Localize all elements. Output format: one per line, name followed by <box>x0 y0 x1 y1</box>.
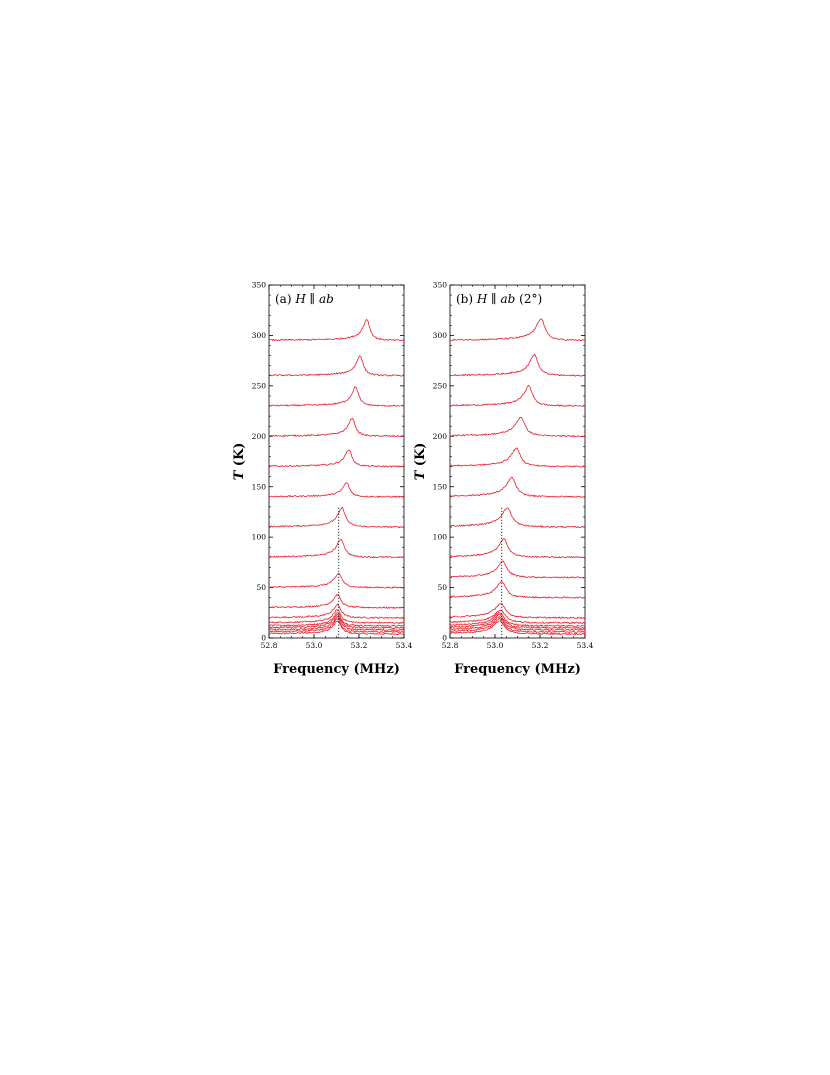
panel-b-ytick-label: 150 <box>433 482 448 491</box>
panel-b-spectra <box>449 318 586 638</box>
panel-b-spectrum-T6 <box>449 617 586 633</box>
panel-a-xtick-label: 53.0 <box>306 641 323 650</box>
panel-a-ytick-label: 0 <box>261 634 266 643</box>
panel-b-spectrum-T4 <box>449 620 586 636</box>
panel-a-spectrum-T260 <box>268 355 405 377</box>
panel-a-ytick-label: 350 <box>252 281 267 290</box>
panel-a-spectrum-T140 <box>268 482 405 499</box>
panel-a-spectrum-T230 <box>268 386 405 407</box>
panel-b-spectrum-T230 <box>449 384 586 407</box>
panel-b-title-label: (b) <box>456 292 477 306</box>
panel-a-ytick-label: 150 <box>252 482 267 491</box>
panel-b-spectrum-T80 <box>449 537 586 559</box>
panel-b-ytick-label: 250 <box>433 381 448 390</box>
panel-a-ylabel-var: T <box>232 469 247 480</box>
panel-a-title: (a) H ∥ ab <box>275 292 334 306</box>
panel-a-spectrum-T15 <box>268 609 405 625</box>
panel-a-ytick-label: 50 <box>256 583 266 592</box>
panel-a-spectrum-T110 <box>268 506 405 529</box>
panel-a-ytick-label: 100 <box>252 533 267 542</box>
panel-a-spectrum-T4 <box>268 620 405 636</box>
panel-b-spectrum-T20 <box>449 602 586 619</box>
panel-a-ytick-label: 250 <box>252 381 267 390</box>
panel-a: (a) H ∥ ab 0 50 100 150 200 250 300 350 52.8 53.0… <box>232 281 413 677</box>
panel-a-spectra <box>268 318 405 638</box>
panel-a-spectrum-T12 <box>268 612 405 627</box>
panel-b-xtick-label: 53.4 <box>577 641 594 650</box>
panel-a-spectrum-T6 <box>268 617 405 634</box>
panel-b-ytick-label: 100 <box>433 533 448 542</box>
panel-b-spectrum-T110 <box>449 507 586 529</box>
panel-b-spectrum-T10 <box>449 613 586 630</box>
panel-b-spectrum-T15 <box>449 609 586 625</box>
panel-b-ytick-label: 350 <box>433 281 448 290</box>
panel-a-ytick-label: 300 <box>252 331 267 340</box>
panel-b-title-plane: ab <box>501 292 516 306</box>
panel-a-spectrum-T80 <box>268 538 405 559</box>
panel-a-spectrum-T200 <box>268 417 405 438</box>
panel-a-ytick-label: 200 <box>252 432 267 441</box>
panel-b-xtick-label: 53.2 <box>532 641 549 650</box>
panel-a-spectrum-T50 <box>268 572 405 589</box>
panel-a-title-plane: ab <box>319 292 334 306</box>
panel-a-xtick-label: 52.8 <box>261 641 278 650</box>
panel-b-ylabel-unit: (K) <box>413 443 428 471</box>
panel-a-xtick-label: 53.4 <box>396 641 413 650</box>
panel-a-ylabel: T (K) <box>232 443 247 481</box>
panel-a-ylabel-unit: (K) <box>232 443 247 471</box>
panel-a-title-label: (a) <box>275 292 295 306</box>
panel-b-title-h: H <box>476 292 488 306</box>
panel-a-title-h: H <box>294 292 306 306</box>
panel-b-title: (b) H ∥ ab (2°) <box>456 292 542 306</box>
panel-b-spectrum-T40 <box>449 581 586 599</box>
panel-b-title-suffix: (2°) <box>515 292 542 306</box>
panel-b-ytick-label: 300 <box>433 331 448 340</box>
panel-b-xlabel: Frequency (MHz) <box>454 662 581 677</box>
panel-b: (b) H ∥ ab (2°) 0 50 100 150 200 250 300 350 52.… <box>413 281 594 677</box>
panel-b-ytick-label: 50 <box>437 583 447 592</box>
panel-b-spectrum-T295 <box>449 318 586 342</box>
panel-a-spectrum-T30 <box>268 593 405 609</box>
panel-b-ticks: 0 50 100 150 200 250 300 350 52.8 53.0 53.2 53.4 <box>433 281 594 650</box>
panel-b-ytick-label: 0 <box>442 634 447 643</box>
panel-b-spectrum-T140 <box>449 476 586 498</box>
panel-a-spectrum-T295 <box>268 318 405 342</box>
panel-a-spectrum-T10 <box>268 614 405 630</box>
panel-b-ylabel-var: T <box>413 469 428 480</box>
panel-b-spectrum-T200 <box>449 416 586 438</box>
panel-a-spectrum-T170 <box>268 449 405 468</box>
panel-a-frame <box>268 284 405 639</box>
panel-b-spectrum-T12 <box>449 612 586 627</box>
panel-b-ytick-label: 200 <box>433 432 448 441</box>
panel-b-spectrum-T170 <box>449 447 586 468</box>
panel-b-spectrum-T60 <box>449 560 586 579</box>
panel-b-spectrum-T260 <box>449 353 586 377</box>
panel-a-spectrum-T20 <box>268 603 405 620</box>
panel-b-spectrum-T8 <box>449 616 586 632</box>
panel-b-xtick-label: 53.0 <box>487 641 504 650</box>
panel-a-xlabel: Frequency (MHz) <box>273 662 400 677</box>
panel-a-ticks: 0 50 100 150 200 250 300 350 52.8 53.0 53.2 53.4 <box>252 281 413 650</box>
panel-a-title-parallel: ∥ <box>306 292 319 306</box>
panel-a-xtick-label: 53.2 <box>351 641 368 650</box>
panel-a-spectrum-T8 <box>268 615 405 632</box>
panel-b-ylabel: T (K) <box>413 443 428 481</box>
panel-b-xtick-label: 52.8 <box>442 641 459 650</box>
panel-b-title-parallel: ∥ <box>487 292 500 306</box>
